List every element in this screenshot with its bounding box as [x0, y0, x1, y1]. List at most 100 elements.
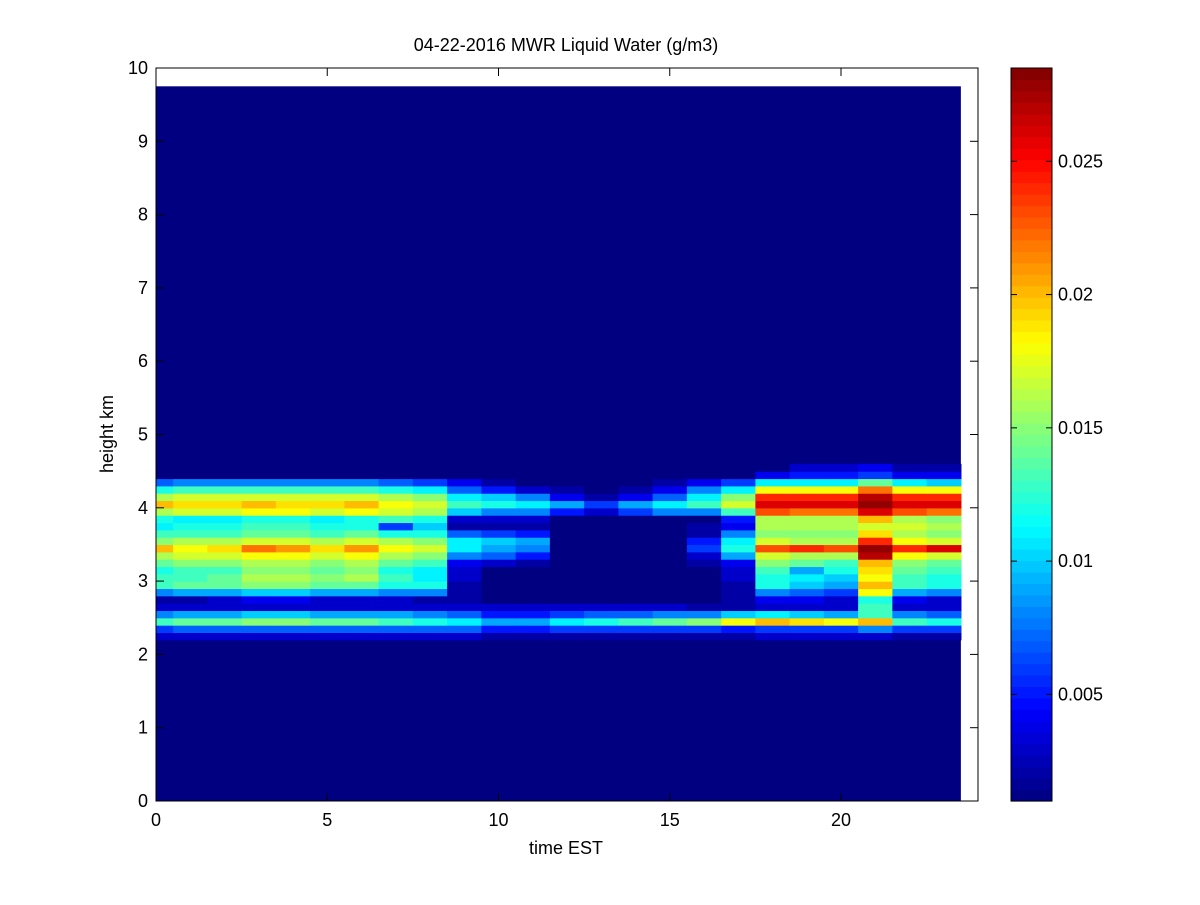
heatmap-cell — [618, 566, 654, 575]
heatmap-cell — [344, 493, 380, 502]
colorbar-segment — [1011, 663, 1052, 676]
heatmap-cell — [310, 529, 345, 538]
heatmap-cell — [156, 522, 174, 531]
heatmap-cell — [823, 493, 859, 502]
heatmap-cell — [275, 485, 311, 494]
heatmap-cell — [755, 625, 791, 634]
heatmap-cell — [344, 544, 380, 553]
heatmap-cell — [207, 529, 243, 538]
heatmap-cell — [156, 529, 174, 538]
heatmap-cell — [823, 529, 859, 538]
colorbar-segment — [1011, 285, 1052, 298]
heatmap-cell — [241, 529, 277, 538]
colorbar-segment — [1011, 262, 1052, 275]
heatmap-cell — [412, 588, 448, 597]
heatmap-cell — [652, 522, 688, 531]
heatmap-cell — [481, 507, 517, 516]
colorbar-segment — [1011, 125, 1052, 138]
heatmap-cell — [584, 603, 619, 612]
heatmap-cell — [207, 595, 243, 604]
heatmap-cell — [755, 559, 791, 568]
colorbar-segment — [1011, 766, 1052, 779]
colorbar-segment — [1011, 68, 1052, 81]
heatmap-cell — [823, 566, 859, 575]
heatmap-cell — [173, 573, 208, 582]
heatmap-cell — [858, 537, 893, 546]
colorbar-segment — [1011, 319, 1052, 333]
heatmap-cell — [892, 581, 928, 590]
heatmap-cell — [549, 471, 585, 480]
heatmap-cell — [156, 603, 174, 612]
heatmap-cell — [310, 625, 345, 634]
heatmap-cell — [721, 507, 756, 516]
heatmap-cell — [652, 617, 688, 626]
colorbar-segment — [1011, 228, 1052, 241]
heatmap-cell — [515, 471, 551, 480]
heatmap-cell — [618, 537, 654, 546]
heatmap-cell — [686, 478, 722, 487]
heatmap-cell — [173, 493, 208, 502]
heatmap-cell — [652, 551, 688, 560]
heatmap-cell — [447, 632, 482, 641]
heatmap-cell — [584, 581, 619, 590]
heatmap-cell — [584, 537, 619, 546]
colorbar-segment — [1011, 411, 1052, 424]
heatmap-cell — [892, 588, 928, 597]
heatmap-cell — [447, 544, 482, 553]
heatmap-cell — [755, 632, 791, 641]
heatmap-cell — [481, 581, 517, 590]
heatmap-cell — [584, 610, 619, 619]
heatmap-cell — [858, 603, 893, 612]
colorbar-segment — [1011, 297, 1052, 310]
colorbar-segment — [1011, 583, 1052, 596]
heatmap-cell — [481, 485, 517, 494]
heatmap-cell — [241, 588, 277, 597]
heatmap-cell — [926, 588, 962, 597]
heatmap-cell — [275, 522, 311, 531]
heatmap-cell — [378, 573, 414, 582]
heatmap-cell — [618, 610, 654, 619]
heatmap-cell — [378, 610, 414, 619]
heatmap-cell — [515, 595, 551, 604]
heatmap-cell — [310, 507, 345, 516]
heatmap-cell — [275, 632, 311, 641]
heatmap-cell — [721, 610, 756, 619]
colorbar-segment — [1011, 251, 1052, 264]
heatmap-cell — [481, 515, 517, 524]
heatmap-cell — [378, 544, 414, 553]
heatmap-cell — [549, 573, 585, 582]
heatmap-cell — [412, 566, 448, 575]
heatmap-cell — [823, 463, 859, 472]
colorbar-segment — [1011, 365, 1052, 378]
heatmap-cell — [549, 515, 585, 524]
heatmap-cell — [447, 471, 482, 480]
heatmap-cell — [652, 507, 688, 516]
heatmap-cell — [652, 529, 688, 538]
heatmap-cell — [344, 529, 380, 538]
heatmap-cell — [584, 478, 619, 487]
heatmap-cell — [584, 551, 619, 560]
heatmap-cell — [515, 463, 551, 472]
heatmap-cell — [789, 507, 825, 516]
heatmap-cell — [378, 617, 414, 626]
heatmap-cell — [892, 595, 928, 604]
heatmap-cell — [173, 471, 208, 480]
heatmap-cell — [549, 595, 585, 604]
heatmap-cell — [789, 544, 825, 553]
colorbar-segment — [1011, 537, 1052, 550]
heatmap-cell — [344, 559, 380, 568]
heatmap-cell — [310, 493, 345, 502]
heatmap-cell — [207, 610, 243, 619]
heatmap-cell — [755, 551, 791, 560]
x-axis-label: time EST — [529, 838, 603, 858]
heatmap-cell — [412, 493, 448, 502]
heatmap-cell — [721, 478, 756, 487]
heatmap-cell — [515, 632, 551, 641]
x-axis: 0 5 10 15 20 — [151, 68, 851, 830]
heatmap-cell — [481, 544, 517, 553]
heatmap-cell — [515, 610, 551, 619]
heatmap-cell — [892, 551, 928, 560]
heatmap-cell — [447, 500, 482, 509]
heatmap-cell — [412, 485, 448, 494]
heatmap-cell — [686, 625, 722, 634]
